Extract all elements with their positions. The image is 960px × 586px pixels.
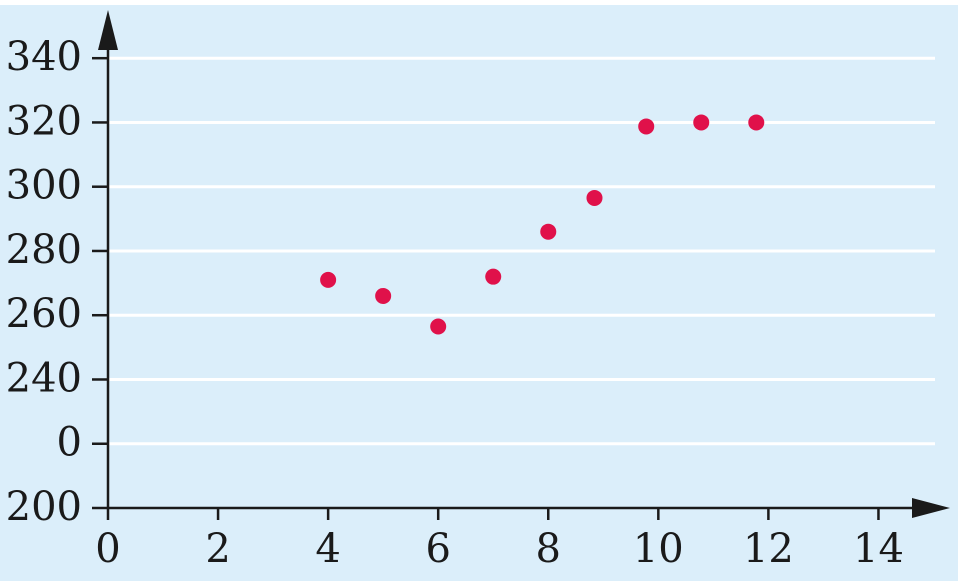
x-tick-label: 10 bbox=[633, 526, 684, 572]
data-point bbox=[320, 271, 337, 288]
y-axis-arrow bbox=[98, 10, 118, 50]
data-point bbox=[485, 268, 502, 285]
x-tick-label: 12 bbox=[743, 526, 794, 572]
y-tick-label: 260 bbox=[6, 291, 82, 337]
x-tick-label: 0 bbox=[95, 526, 120, 572]
x-tick-label: 4 bbox=[315, 526, 340, 572]
data-point bbox=[430, 318, 447, 335]
x-tick-label: 14 bbox=[853, 526, 904, 572]
y-tick-label: 200 bbox=[6, 484, 82, 530]
data-point bbox=[748, 114, 765, 131]
y-tick-label: 340 bbox=[6, 34, 82, 80]
y-tick-label: 280 bbox=[6, 227, 82, 273]
y-tick-label: 0 bbox=[57, 420, 82, 466]
data-point bbox=[375, 287, 392, 304]
x-tick-label: 2 bbox=[205, 526, 230, 572]
plot-background bbox=[0, 5, 958, 581]
y-tick-label: 240 bbox=[6, 355, 82, 401]
x-tick-label: 6 bbox=[425, 526, 450, 572]
data-point bbox=[540, 223, 557, 240]
y-tick-label: 320 bbox=[6, 98, 82, 144]
x-axis-arrow bbox=[912, 498, 950, 518]
y-tick-label: 300 bbox=[6, 163, 82, 209]
data-point bbox=[638, 118, 655, 135]
x-tick-label: 8 bbox=[536, 526, 561, 572]
data-point bbox=[586, 189, 603, 206]
data-point bbox=[693, 114, 710, 131]
